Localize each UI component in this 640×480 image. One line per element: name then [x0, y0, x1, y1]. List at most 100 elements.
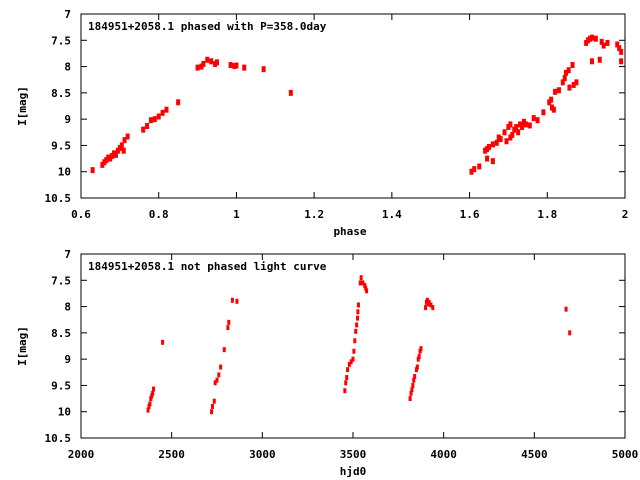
- data-point: [617, 45, 622, 52]
- data-point: [210, 409, 214, 415]
- data-point: [354, 328, 358, 334]
- data-point: [413, 373, 417, 379]
- y-tick-label: 7: [64, 8, 71, 21]
- y-tick-label: 7.5: [51, 34, 71, 47]
- x-tick-label: 1.8: [537, 208, 557, 221]
- data-point: [571, 81, 576, 88]
- data-point: [343, 388, 347, 394]
- y-tick-label: 8: [64, 301, 71, 314]
- data-point: [523, 121, 528, 128]
- data-point: [125, 133, 130, 140]
- x-tick-label: 4000: [430, 448, 457, 461]
- data-point: [356, 315, 360, 321]
- data-point: [560, 79, 565, 86]
- data-point: [416, 356, 420, 362]
- data-point: [161, 339, 165, 345]
- y-tick-label: 10.5: [45, 192, 72, 205]
- y-tick-label: 8: [64, 61, 71, 74]
- data-point: [351, 356, 355, 362]
- data-point: [356, 302, 360, 308]
- data-point: [345, 375, 349, 381]
- x-tick-label: 2500: [158, 448, 185, 461]
- data-point: [568, 330, 572, 336]
- data-point: [228, 61, 233, 68]
- data-point: [195, 64, 200, 71]
- data-point: [209, 58, 214, 65]
- data-point: [147, 403, 151, 409]
- data-point: [429, 302, 433, 308]
- data-point: [146, 407, 150, 413]
- data-point: [409, 390, 413, 396]
- y-tick-label: 9: [64, 113, 71, 126]
- y-axis-label: I[mag]: [16, 86, 29, 126]
- data-point: [213, 380, 217, 386]
- data-point: [593, 35, 598, 42]
- data-point: [418, 348, 422, 354]
- y-tick-label: 9: [64, 353, 71, 366]
- data-point: [425, 297, 429, 303]
- data-point: [222, 347, 226, 353]
- x-tick-label: 1.6: [460, 208, 480, 221]
- data-point: [145, 122, 150, 129]
- data-point: [344, 380, 348, 386]
- data-point: [469, 168, 474, 175]
- x-tick-label: 0.8: [149, 208, 169, 221]
- data-point: [150, 393, 154, 399]
- data-point: [556, 87, 561, 94]
- data-point: [119, 142, 124, 149]
- plot-frame: [80, 13, 626, 199]
- data-point: [363, 283, 367, 289]
- data-point: [352, 348, 356, 354]
- x-tick-label: 5000: [612, 448, 639, 461]
- data-point: [424, 305, 428, 311]
- y-tick-label: 8.5: [51, 87, 71, 100]
- data-point: [347, 361, 351, 367]
- data-point: [574, 79, 579, 86]
- data-point: [160, 109, 165, 116]
- plot-frame: [80, 253, 626, 439]
- data-point: [365, 288, 369, 294]
- data-point: [411, 382, 415, 388]
- data-point: [212, 398, 216, 404]
- data-point: [516, 129, 521, 136]
- data-point: [122, 137, 127, 144]
- data-point: [514, 124, 519, 131]
- data-point: [156, 113, 161, 120]
- data-point: [553, 88, 558, 95]
- data-point: [148, 117, 153, 124]
- data-point: [349, 359, 353, 365]
- data-point: [619, 48, 624, 55]
- data-point: [531, 115, 536, 122]
- data-point: [562, 75, 567, 82]
- data-point: [176, 99, 181, 106]
- data-point: [412, 377, 416, 383]
- light-curve-plot: 184951+2058.1 not phased light curve hjd…: [16, 248, 638, 478]
- data-point: [356, 309, 360, 315]
- x-axis-label: phase: [333, 225, 366, 238]
- data-point: [502, 129, 507, 136]
- data-point: [520, 124, 525, 131]
- data-point: [148, 401, 152, 407]
- x-tick-label: 1.2: [304, 208, 324, 221]
- x-tick-label: 3000: [249, 448, 276, 461]
- data-point: [90, 167, 95, 174]
- y-tick-label: 10: [58, 166, 71, 179]
- data-point: [235, 298, 239, 304]
- y-tick-label: 9.5: [51, 379, 71, 392]
- data-point: [566, 67, 571, 74]
- data-point: [210, 403, 214, 409]
- data-point: [164, 106, 169, 113]
- data-point: [504, 138, 509, 145]
- plot-title: 184951+2058.1 not phased light curve: [88, 260, 327, 273]
- data-point: [205, 56, 210, 63]
- data-point: [415, 364, 419, 370]
- data-point: [601, 42, 606, 49]
- data-point: [215, 377, 219, 383]
- x-tick-label: 4500: [521, 448, 548, 461]
- data-point: [261, 66, 266, 73]
- data-point: [589, 34, 594, 41]
- data-point: [487, 144, 491, 151]
- data-point: [355, 322, 359, 328]
- data-point: [417, 354, 421, 360]
